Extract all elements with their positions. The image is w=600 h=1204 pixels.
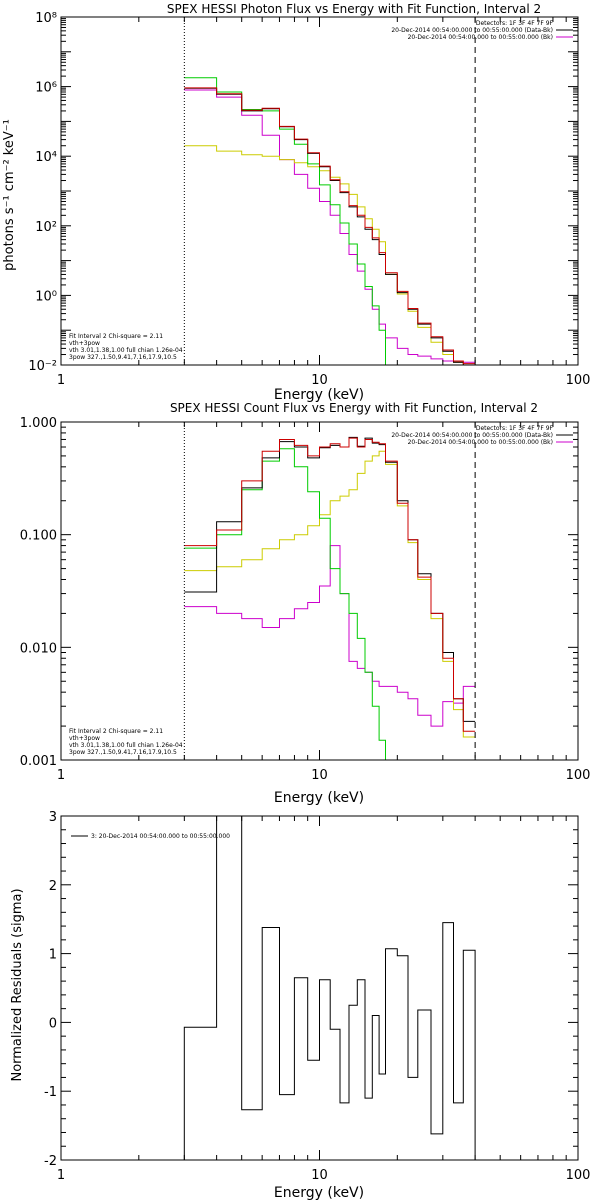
resid-x-tick-label: 100 (566, 1168, 591, 1183)
resid-x-tick-label: 1 (57, 1168, 65, 1183)
resid-y-axis-label: Normalized Residuals (sigma) (10, 888, 25, 1081)
resid-y-tick-label: 3 (49, 810, 57, 825)
resid-y-tick-label: -1 (44, 1085, 57, 1100)
photon-x-tick-label: 10 (311, 373, 328, 388)
photon-y-tick-label: 10² (35, 220, 57, 235)
photon-x-tick-label: 100 (566, 373, 591, 388)
photon-series-total (184, 87, 476, 365)
resid-y-tick-label: -2 (44, 1154, 57, 1169)
count-series-bk (184, 545, 476, 727)
photon-fit-legend-entry: vth+3pow (69, 340, 100, 347)
resid-y-tick-label: 2 (49, 879, 57, 894)
count-x-tick-label: 1 (57, 768, 65, 783)
photon-y-tick-label: 10⁻² (28, 359, 57, 374)
resid-y-tick-label: 1 (49, 948, 57, 963)
photon-legend-entry: 20-Dec-2014 00:54:00.000 to 00:55:00.000… (391, 27, 553, 34)
count-x-tick-label: 10 (311, 768, 328, 783)
photon-fit-legend-entry: vth 3.01,1.38,1.00 full chian 1.26e-04 (69, 347, 183, 354)
resid-x-axis-label: Energy (keV) (274, 1185, 364, 1200)
count-fit-legend-entry: 3pow 327.,1.50,9.41,7.16,17.9,10.5 (69, 749, 177, 756)
photon-fit-legend-entry: 3pow 327.,1.50,9.41,7.16,17.9,10.5 (69, 354, 177, 361)
photon-x-tick-label: 1 (57, 373, 65, 388)
count-fit-legend-entry: vth 3.01,1.38,1.00 full chian 1.26e-04 (69, 742, 183, 749)
photon-y-tick-label: 10⁶ (35, 81, 57, 96)
photon-chart-title: SPEX HESSI Photon Flux vs Energy with Fi… (167, 2, 541, 16)
photon-x-axis-label: Energy (keV) (274, 387, 364, 403)
count-series-vth (184, 448, 386, 760)
photon-y-tick-label: 10⁸ (35, 11, 57, 26)
count-chart-title: SPEX HESSI Count Flux vs Energy with Fit… (170, 401, 538, 415)
photon-y-tick-label: 10⁴ (35, 150, 57, 165)
count-y-tick-label: 0.100 (20, 529, 57, 544)
resid-series-resid (183, 816, 476, 1160)
photon-y-axis-label: photons s⁻¹ cm⁻² keV⁻¹ (2, 119, 17, 271)
resid-y-tick-label: 0 (49, 1016, 57, 1031)
count-fit-legend-entry: Fit Interval 2 Chi-square = 2.11 (69, 728, 163, 735)
count-fit-legend-entry: vth+3pow (69, 735, 100, 742)
photon-series-vth (184, 77, 386, 365)
residuals-panel: Energy (keV) Normalized Residuals (sigma… (10, 810, 591, 1201)
count-legend-entry: 20-Dec-2014 00:54:00.000 to 00:55:00.000… (408, 439, 553, 446)
photon-fit-legend-entry: Fit Interval 2 Chi-square = 2.11 (69, 333, 163, 340)
count-x-tick-label: 100 (566, 768, 591, 783)
resid-legend-entry: 3: 20-Dec-2014 00:54:00.000 to 00:55:00.… (91, 833, 230, 840)
count-x-axis-label: Energy (keV) (274, 790, 364, 806)
photon-legend-entry: Detectors: 1F 3F 4F 7F 9F (476, 20, 554, 27)
photon-series-bk (184, 89, 476, 363)
count-legend-entry: Detectors: 1F 3F 4F 7F 9F (476, 425, 554, 432)
count-y-tick-label: 0.001 (20, 754, 57, 769)
count-flux-panel: SPEX HESSI Count Flux vs Energy with Fit… (20, 401, 591, 806)
photon-y-tick-label: 10⁰ (35, 289, 57, 304)
resid-x-tick-label: 10 (311, 1168, 328, 1183)
count-y-tick-label: 0.010 (20, 641, 57, 656)
count-series-total (184, 437, 476, 732)
count-legend-entry: 20-Dec-2014 00:54:00.000 to 00:55:00.000… (391, 432, 553, 439)
photon-legend-entry: 20-Dec-2014 00:54:00.000 to 00:55:00.000… (408, 34, 553, 41)
count-y-tick-label: 1.000 (20, 416, 57, 431)
photon-flux-panel: SPEX HESSI Photon Flux vs Energy with Fi… (2, 2, 590, 403)
